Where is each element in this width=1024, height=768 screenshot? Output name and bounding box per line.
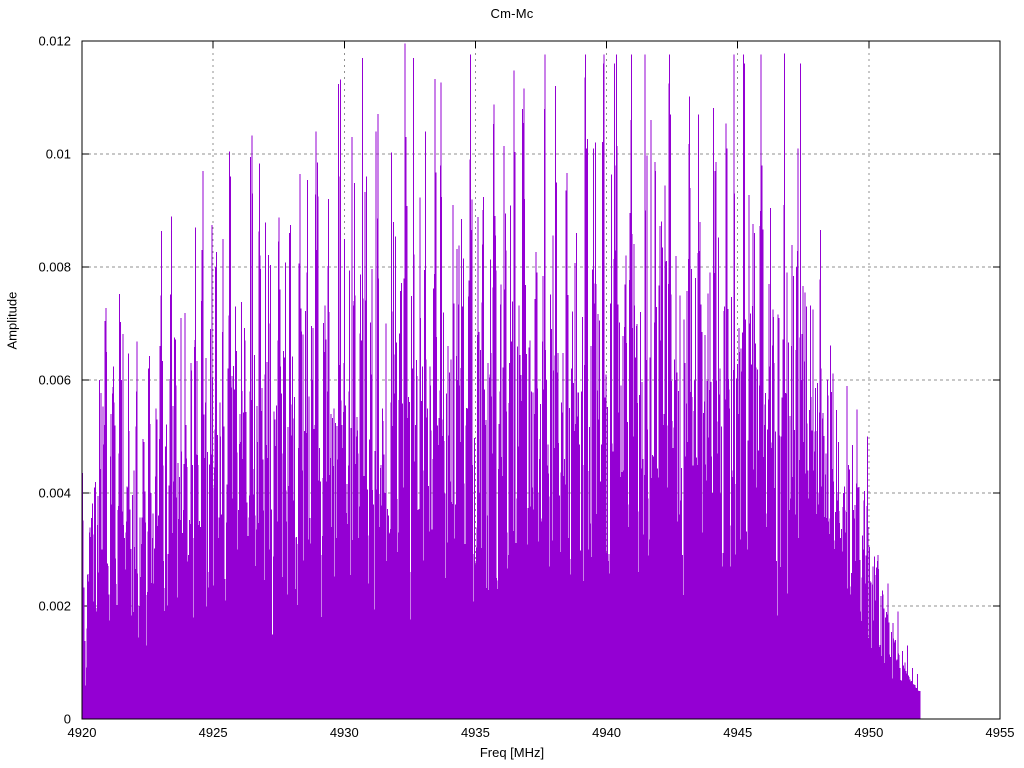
y-tick-label: 0.006 <box>38 373 71 388</box>
chart-title: Cm-Mc <box>490 6 534 21</box>
x-tick-label: 4930 <box>330 725 359 740</box>
x-tick-label: 4950 <box>854 725 883 740</box>
x-tick-label: 4925 <box>199 725 228 740</box>
x-tick-label: 4940 <box>592 725 621 740</box>
impulse-series <box>81 43 921 719</box>
y-tick-label: 0.004 <box>38 486 71 501</box>
x-tick-label: 4920 <box>68 725 97 740</box>
x-axis-label: Freq [MHz] <box>479 745 545 760</box>
y-tick-label: 0.008 <box>38 260 71 275</box>
x-tick-label: 4945 <box>723 725 752 740</box>
y-tick-label: 0.01 <box>46 147 71 162</box>
y-tick-label: 0 <box>64 712 71 727</box>
axis-tick-labels: 0 0.002 0.004 0.006 0.008 0.01 0.012 4920 4925 49… <box>38 34 1014 741</box>
y-tick-label: 0.002 <box>38 599 71 614</box>
plot-frame <box>81 40 1001 720</box>
x-tick-label: 4955 <box>986 725 1015 740</box>
y-tick-label: 0.012 <box>38 34 71 49</box>
x-tick-label: 4935 <box>461 725 490 740</box>
